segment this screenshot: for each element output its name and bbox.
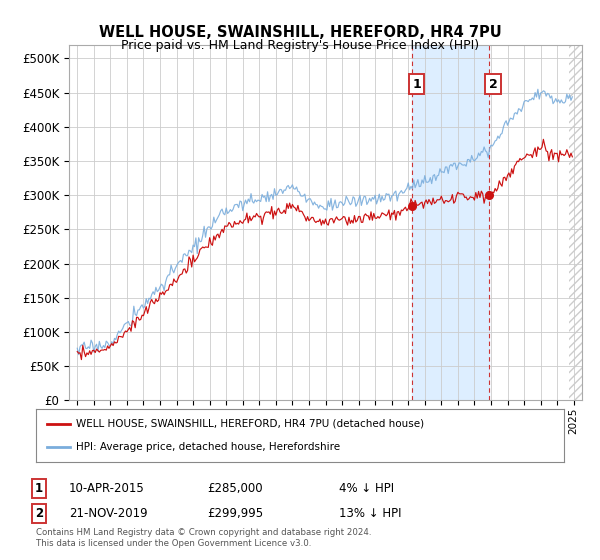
Text: WELL HOUSE, SWAINSHILL, HEREFORD, HR4 7PU: WELL HOUSE, SWAINSHILL, HEREFORD, HR4 7P… [98, 25, 502, 40]
Text: 10-APR-2015: 10-APR-2015 [69, 482, 145, 495]
Text: 1: 1 [35, 482, 43, 495]
Text: £285,000: £285,000 [207, 482, 263, 495]
Text: 4% ↓ HPI: 4% ↓ HPI [339, 482, 394, 495]
Text: Price paid vs. HM Land Registry's House Price Index (HPI): Price paid vs. HM Land Registry's House … [121, 39, 479, 52]
Text: 21-NOV-2019: 21-NOV-2019 [69, 507, 148, 520]
Text: £299,995: £299,995 [207, 507, 263, 520]
Text: 13% ↓ HPI: 13% ↓ HPI [339, 507, 401, 520]
Bar [565, 45, 582, 400]
Text: 2: 2 [488, 78, 497, 91]
Text: WELL HOUSE, SWAINSHILL, HEREFORD, HR4 7PU (detached house): WELL HOUSE, SWAINSHILL, HEREFORD, HR4 7P… [76, 419, 424, 429]
Text: 2: 2 [35, 507, 43, 520]
Text: 1: 1 [412, 78, 421, 91]
Text: Contains HM Land Registry data © Crown copyright and database right 2024.
This d: Contains HM Land Registry data © Crown c… [36, 528, 371, 548]
Bar [412, 45, 489, 400]
Text: HPI: Average price, detached house, Herefordshire: HPI: Average price, detached house, Here… [76, 442, 340, 452]
Bar [569, 45, 582, 400]
